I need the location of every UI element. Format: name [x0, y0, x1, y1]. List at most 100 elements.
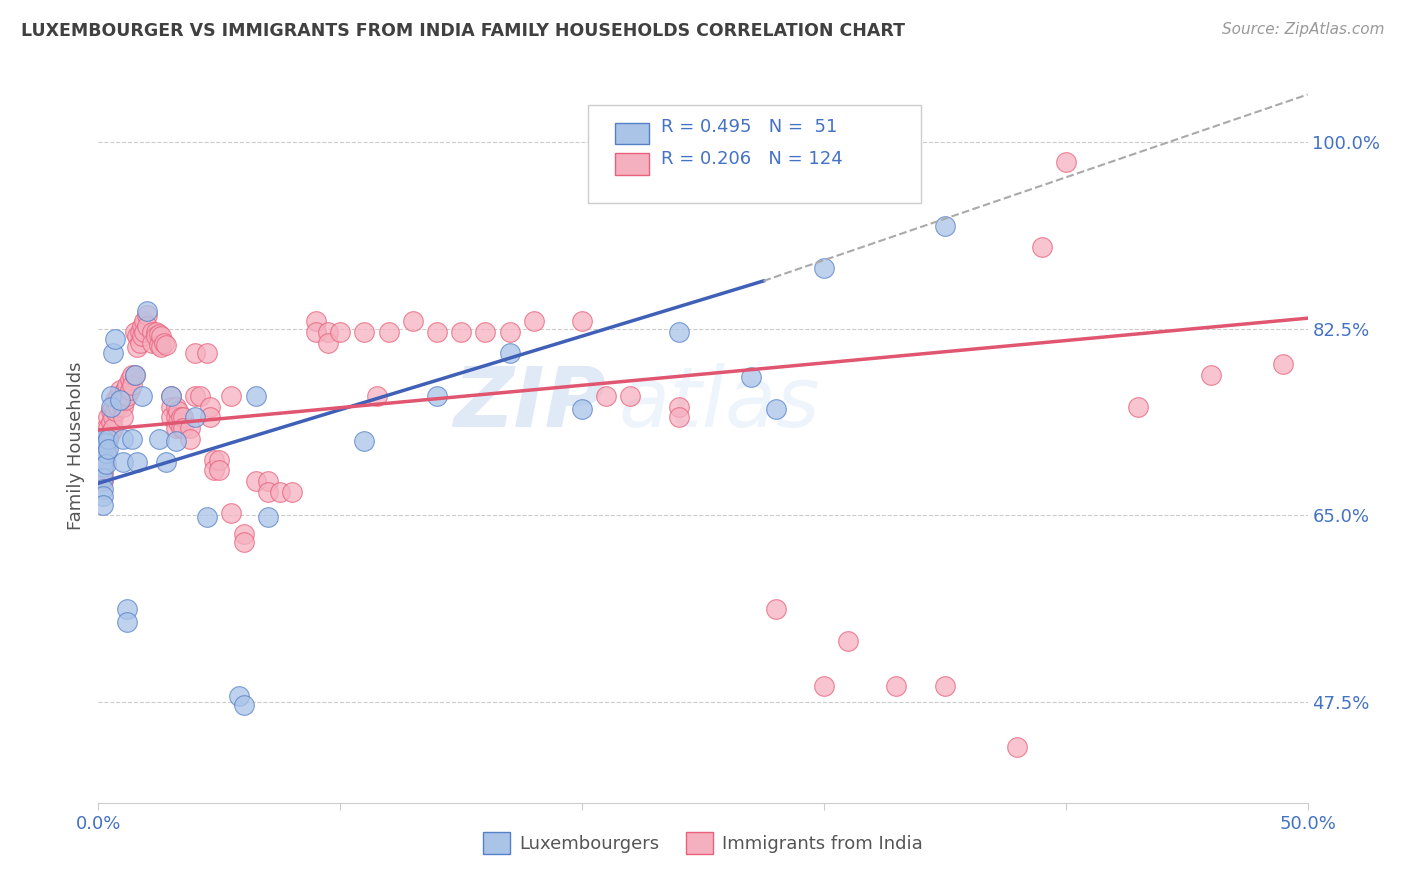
- Point: [131, 318, 153, 333]
- Point: [184, 346, 207, 360]
- Point: [145, 325, 167, 339]
- Point: [94, 442, 117, 457]
- Point: [111, 455, 134, 469]
- Point: [155, 455, 177, 469]
- Point: [97, 432, 120, 446]
- Point: [127, 329, 149, 343]
- Point: [118, 383, 141, 397]
- Point: [111, 400, 134, 414]
- Point: [426, 389, 449, 403]
- Point: [100, 389, 122, 403]
- Point: [150, 329, 173, 343]
- Point: [107, 400, 129, 414]
- Point: [91, 471, 114, 485]
- Point: [316, 335, 339, 350]
- Point: [329, 325, 352, 339]
- Point: [145, 329, 167, 343]
- Point: [184, 389, 207, 403]
- Point: [198, 400, 221, 414]
- Point: [245, 474, 267, 488]
- Point: [108, 393, 131, 408]
- Point: [90, 455, 112, 469]
- Point: [740, 369, 762, 384]
- Point: [172, 421, 194, 435]
- Point: [934, 219, 956, 233]
- Point: [668, 410, 690, 425]
- Point: [91, 460, 114, 475]
- Point: [221, 506, 243, 520]
- Point: [94, 435, 117, 450]
- Point: [179, 432, 201, 446]
- Point: [94, 446, 117, 460]
- Point: [100, 400, 122, 414]
- Point: [91, 457, 114, 471]
- Point: [97, 410, 120, 425]
- Legend: Luxembourgers, Immigrants from India: Luxembourgers, Immigrants from India: [475, 825, 931, 862]
- Point: [450, 325, 472, 339]
- Point: [104, 404, 127, 418]
- Point: [91, 498, 114, 512]
- Point: [97, 442, 120, 457]
- Point: [619, 389, 641, 403]
- Point: [90, 463, 112, 477]
- Point: [97, 421, 120, 435]
- Point: [169, 421, 191, 435]
- Point: [160, 389, 183, 403]
- Point: [141, 335, 163, 350]
- Point: [111, 389, 134, 403]
- Point: [165, 434, 187, 448]
- Point: [221, 389, 243, 403]
- Point: [1007, 740, 1029, 755]
- Point: [94, 457, 117, 471]
- Point: [571, 401, 593, 416]
- Point: [135, 308, 157, 322]
- Point: [269, 484, 291, 499]
- Point: [160, 410, 183, 425]
- Point: [765, 401, 787, 416]
- Point: [498, 325, 520, 339]
- Point: [117, 389, 139, 403]
- Point: [837, 634, 859, 648]
- Point: [141, 325, 163, 339]
- Point: [1054, 154, 1077, 169]
- Text: R = 0.206   N = 124: R = 0.206 N = 124: [661, 150, 842, 168]
- Point: [118, 372, 141, 386]
- Point: [172, 410, 194, 425]
- Point: [128, 325, 150, 339]
- Point: [108, 383, 131, 397]
- Point: [595, 389, 617, 403]
- Point: [111, 410, 134, 425]
- Point: [155, 338, 177, 352]
- Point: [148, 338, 170, 352]
- Point: [131, 329, 153, 343]
- FancyBboxPatch shape: [614, 153, 648, 175]
- Point: [91, 442, 114, 457]
- Point: [353, 434, 375, 448]
- Point: [571, 314, 593, 328]
- Point: [305, 325, 328, 339]
- Point: [104, 393, 127, 408]
- Point: [91, 449, 114, 463]
- Point: [114, 393, 136, 408]
- Point: [121, 378, 143, 392]
- Point: [150, 340, 173, 354]
- Point: [117, 378, 139, 392]
- Point: [101, 421, 124, 435]
- Point: [160, 400, 183, 414]
- Point: [100, 415, 122, 429]
- Point: [256, 510, 278, 524]
- Point: [523, 314, 546, 328]
- FancyBboxPatch shape: [588, 105, 921, 203]
- Point: [134, 325, 156, 339]
- Point: [167, 415, 190, 429]
- Point: [90, 434, 112, 448]
- Point: [366, 389, 388, 403]
- Point: [184, 410, 207, 425]
- Point: [813, 679, 835, 693]
- Text: ZIP: ZIP: [454, 363, 606, 443]
- Point: [148, 432, 170, 446]
- Point: [91, 440, 114, 454]
- Point: [165, 421, 187, 435]
- Point: [101, 400, 124, 414]
- Point: [208, 453, 231, 467]
